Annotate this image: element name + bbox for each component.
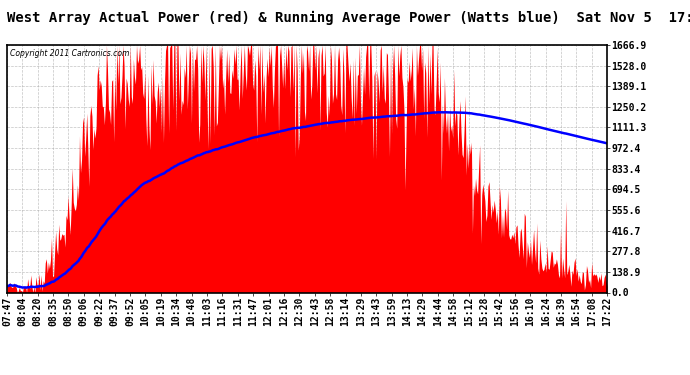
Text: Copyright 2011 Cartronics.com: Copyright 2011 Cartronics.com — [10, 49, 129, 58]
Text: West Array Actual Power (red) & Running Average Power (Watts blue)  Sat Nov 5  1: West Array Actual Power (red) & Running … — [7, 11, 690, 26]
